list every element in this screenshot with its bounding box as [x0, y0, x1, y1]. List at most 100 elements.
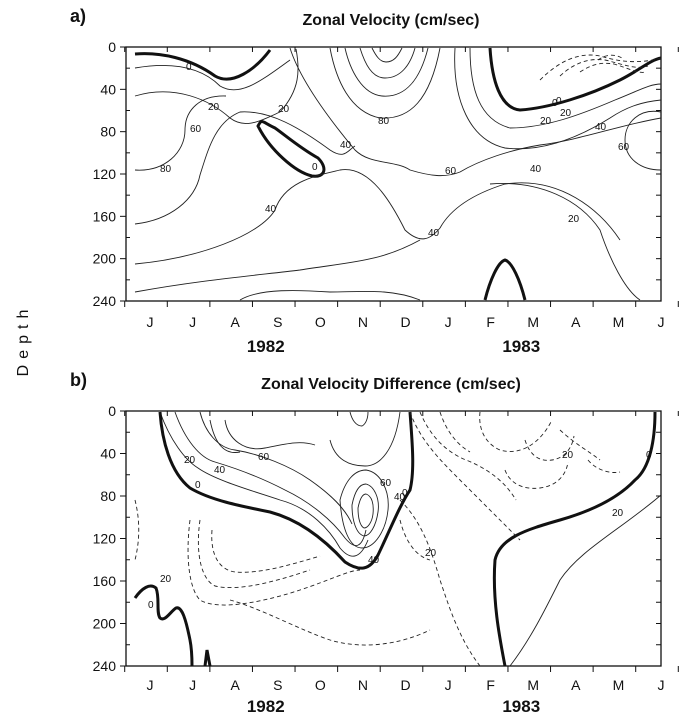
panel-b-tag: b)	[70, 370, 87, 390]
panel-a-contours	[134, 47, 662, 301]
month-label: J	[445, 314, 452, 330]
contour-line	[203, 649, 212, 667]
contour-label: 0	[195, 480, 201, 491]
contour-label: 40	[214, 465, 226, 476]
contour-line	[229, 599, 431, 646]
contour-label: 80	[378, 116, 390, 127]
contour-line	[439, 411, 471, 453]
contour-label: 60	[445, 166, 457, 177]
panel-b-title: Zonal Velocity Difference (cm/sec)	[261, 376, 521, 393]
contour-line	[349, 411, 369, 427]
month-label: M	[613, 314, 625, 330]
contour-line	[224, 419, 316, 450]
month-label: M	[613, 677, 625, 693]
contour-line	[409, 411, 521, 541]
contour-line	[134, 169, 621, 265]
contour-line	[134, 49, 272, 81]
contour-line	[488, 47, 662, 112]
year-label: 1983	[502, 697, 540, 716]
contour-label: 0	[646, 450, 652, 461]
contour-label: 40	[368, 555, 380, 566]
contour-line	[351, 483, 379, 537]
month-label: M	[527, 314, 539, 330]
panel-b: b) Zonal Velocity Difference (cm/sec) 04…	[70, 370, 679, 716]
contour-line	[492, 411, 657, 667]
contour-line	[359, 47, 416, 79]
month-label: F	[486, 314, 495, 330]
month-label: A	[230, 677, 240, 693]
month-label: F	[486, 677, 495, 693]
month-label: M	[527, 677, 539, 693]
month-label: J	[147, 677, 154, 693]
contour-line	[209, 419, 241, 453]
contour-label: 20	[425, 548, 437, 559]
contour-label: 40	[340, 140, 352, 151]
contour-label: 0	[552, 98, 558, 109]
contour-line	[479, 411, 553, 452]
contour-line	[509, 494, 662, 667]
contour-line	[158, 411, 415, 570]
contour-line	[134, 499, 140, 561]
contour-line	[197, 519, 311, 589]
contour-line	[329, 411, 401, 467]
contour-label: 60	[190, 124, 202, 135]
plot-frame	[125, 410, 662, 667]
year-label: 1983	[502, 337, 540, 356]
contour-line	[597, 54, 623, 61]
month-label: A	[571, 677, 581, 693]
contour-line	[134, 59, 291, 91]
y-tick-label: 120	[93, 531, 117, 547]
y-tick-label: 200	[93, 251, 117, 267]
contour-line	[579, 62, 647, 73]
panel-a-title: Zonal Velocity (cm/sec)	[303, 12, 480, 29]
contour-label: 0	[556, 96, 562, 107]
contour-label: 20	[160, 574, 172, 585]
contour-label: 40	[595, 122, 607, 133]
contour-label: 40	[530, 164, 542, 175]
month-label: O	[315, 677, 326, 693]
panel-b-contour-labels: 20 40 60 0 60 40 40 20 20 0 0 20 20 0	[148, 450, 652, 611]
contour-label: 60	[618, 142, 630, 153]
contour-label: 20	[560, 108, 572, 119]
contour-line	[489, 183, 641, 301]
contour-label: 20	[184, 455, 196, 466]
contour-label: 20	[612, 508, 624, 519]
panel-b-contours	[133, 411, 662, 667]
contour-label: 40	[428, 228, 440, 239]
contour-line	[211, 529, 321, 573]
month-label: J	[445, 677, 452, 693]
contour-line	[587, 459, 621, 473]
contour-line	[399, 499, 481, 667]
contour-line	[187, 519, 361, 606]
y-tick-label: 40	[100, 446, 116, 462]
contour-line	[559, 59, 649, 77]
contour-line	[174, 411, 367, 546]
contour-line	[199, 411, 353, 525]
year-label: 1982	[247, 337, 285, 356]
panel-a: a) Zonal Velocity (cm/sec) 0 40 80 120 160 20…	[70, 6, 679, 356]
contour-line	[469, 47, 662, 129]
contour-label: 80	[160, 164, 172, 175]
shared-y-axis-label: Depth	[15, 304, 32, 377]
contour-line	[483, 258, 527, 301]
contour-label: 0	[402, 488, 408, 499]
y-tick-label: 40	[100, 81, 116, 97]
month-label: J	[189, 314, 196, 330]
y-tick-label: 0	[108, 403, 116, 419]
month-label: N	[358, 677, 368, 693]
month-label: J	[147, 314, 154, 330]
contour-line	[134, 239, 421, 293]
contour-line	[419, 411, 517, 501]
contour-label: 20	[540, 116, 552, 127]
y-tick-label: 160	[93, 573, 117, 589]
contour-label: 40	[394, 492, 406, 503]
contour-label: 60	[380, 478, 392, 489]
month-label: J	[189, 677, 196, 693]
month-label: J	[658, 314, 665, 330]
contour-line	[624, 110, 662, 171]
contour-line	[134, 111, 356, 225]
month-label: A	[571, 314, 581, 330]
y-tick-label: 240	[93, 658, 117, 674]
